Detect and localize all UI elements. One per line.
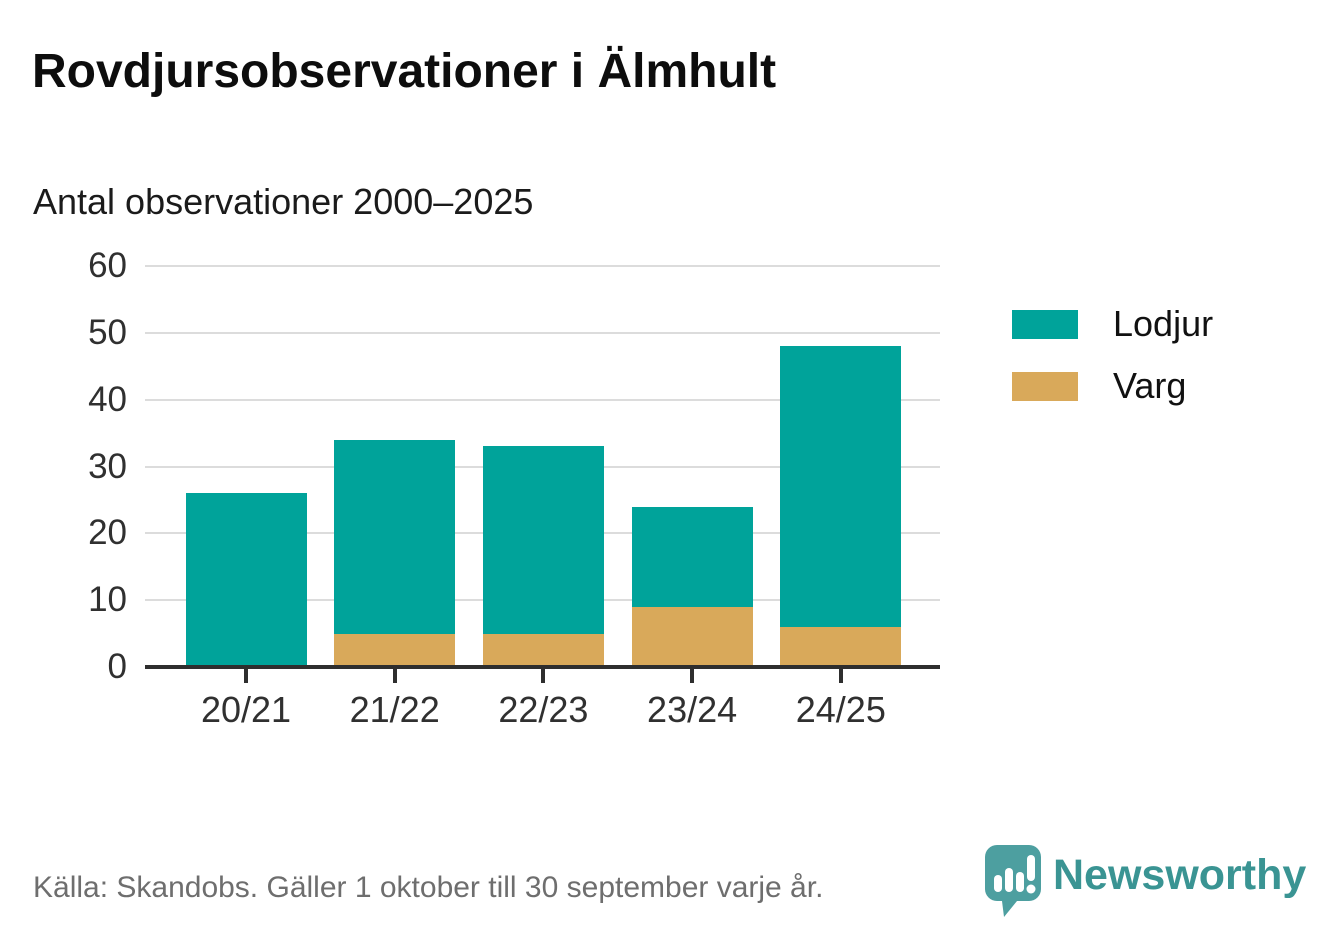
bar-segment-varg (482, 633, 604, 667)
x-axis-tick (392, 669, 397, 683)
bar-21-22 (334, 439, 456, 667)
x-axis-label-22-23: 22/23 (498, 689, 589, 730)
legend-swatch-varg (1012, 371, 1078, 401)
x-axis-label-23-24: 23/24 (647, 689, 738, 730)
gridline-y40 (145, 398, 940, 401)
y-axis-label-0: 0 (107, 647, 127, 686)
legend-label: Lodjur (1113, 303, 1214, 344)
bar-24-25 (780, 346, 902, 667)
bar-segment-lodjur (334, 439, 456, 634)
bar-20-21 (185, 493, 307, 667)
source-note: Källa: Skandobs. Gäller 1 oktober till 3… (33, 871, 824, 904)
legend-label: Varg (1113, 365, 1187, 406)
bar-22-23 (482, 446, 604, 667)
x-axis-tick (244, 669, 248, 683)
x-axis-label-24-25: 24/25 (795, 689, 886, 730)
bar-segment-lodjur (482, 446, 604, 634)
x-axis-label-20-21: 20/21 (200, 689, 292, 730)
page-title: Rovdjursobservationer i Älmhult (32, 45, 777, 98)
y-axis-label-30: 30 (88, 446, 127, 486)
x-axis-line (145, 665, 940, 669)
bar-segment-varg (334, 633, 456, 667)
x-axis-tick (690, 669, 695, 683)
bar-segment-lodjur (185, 493, 307, 667)
y-axis-label-60: 60 (88, 246, 127, 285)
bar-23-24 (631, 506, 753, 667)
chart-subtitle: Antal observationer 2000–2025 (33, 181, 534, 222)
plot-area: 0 10 20 30 40 50 60 20/21 21/22 22/23 23/24 24/25 (88, 246, 940, 730)
gridline-y60 (145, 265, 940, 267)
legend-swatch-lodjur (1012, 309, 1078, 339)
legend-item-varg: Varg (1012, 368, 1213, 404)
x-axis-tick (541, 669, 546, 683)
legend-item-lodjur: Lodjur (1012, 306, 1213, 342)
brand-logo: Newsworthy (983, 843, 1306, 919)
brand-name: Newsworthy (1053, 850, 1307, 899)
bar-segment-varg (780, 626, 902, 667)
bar-segment-varg (631, 606, 753, 667)
bar-segment-lodjur (780, 346, 902, 627)
newsworthy-logo-icon (983, 843, 1043, 919)
y-axis-label-20: 20 (88, 513, 127, 553)
x-axis-tick (838, 669, 843, 683)
y-axis-label-10: 10 (88, 580, 127, 620)
y-axis-label-50: 50 (88, 312, 127, 352)
legend: Lodjur Varg (1012, 306, 1213, 430)
bar-segment-lodjur (631, 506, 753, 607)
x-axis-label-21-22: 21/22 (349, 689, 440, 730)
y-axis-label-40: 40 (88, 379, 127, 419)
gridline-y50 (145, 331, 940, 334)
